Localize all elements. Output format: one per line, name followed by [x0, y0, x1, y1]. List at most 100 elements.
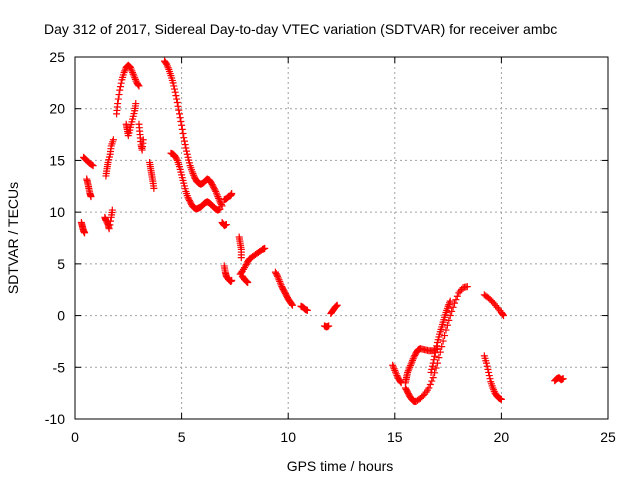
data-point: [139, 136, 147, 144]
data-point: [129, 70, 137, 78]
data-point: [134, 81, 142, 89]
data-point: [497, 395, 505, 403]
y-tick-label: 15: [49, 152, 65, 168]
data-point: [431, 349, 439, 357]
data-point: [174, 102, 182, 110]
axis-tick-labels: 0 5 10 15 20 25 -10 -5 0 5 10 15 20 25: [45, 49, 616, 445]
data-point: [217, 201, 225, 209]
segment-s11: [167, 149, 224, 214]
data-point: [274, 274, 282, 282]
data-point: [407, 360, 415, 368]
segment-s8: [135, 120, 147, 154]
data-point: [444, 302, 452, 310]
data-point: [181, 141, 189, 149]
data-point: [404, 368, 412, 376]
data-point: [130, 72, 138, 80]
data-point: [490, 386, 498, 394]
segment-s6: [113, 61, 143, 118]
data-point: [439, 337, 447, 345]
data-point: [114, 100, 122, 108]
data-point: [446, 297, 454, 305]
x-tick-label: 10: [280, 429, 296, 445]
data-point: [433, 342, 441, 350]
segment-s14: [220, 262, 236, 285]
data-point: [150, 184, 158, 192]
data-point: [485, 372, 493, 380]
data-point: [332, 303, 340, 311]
data-point: [428, 377, 436, 385]
data-point: [432, 345, 440, 353]
data-point: [325, 322, 333, 330]
data-point: [116, 86, 124, 94]
x-tick-label: 0: [71, 429, 79, 445]
data-point: [449, 303, 457, 311]
data-point: [436, 348, 444, 356]
data-point: [228, 190, 236, 198]
segment-s28: [551, 374, 567, 385]
data-point: [81, 229, 89, 237]
x-tick-label: 5: [178, 429, 186, 445]
data-point: [500, 312, 508, 320]
data-point: [428, 362, 436, 370]
data-point: [105, 225, 113, 233]
data-point: [274, 272, 282, 280]
data-point: [288, 301, 296, 309]
data-point: [169, 79, 177, 87]
data-point: [126, 63, 134, 71]
segment-s15: [235, 233, 245, 262]
data-point: [183, 147, 191, 155]
data-point: [499, 311, 507, 319]
segment-s18: [271, 268, 296, 309]
data-point: [405, 365, 413, 373]
data-point: [129, 69, 137, 77]
data-point: [189, 170, 197, 178]
data-point: [443, 321, 451, 329]
data-point: [175, 110, 183, 118]
data-point: [212, 189, 220, 197]
data-point: [131, 74, 139, 82]
data-point: [427, 368, 435, 376]
chart-title: Day 312 of 2017, Sidereal Day-to-day VTE…: [44, 21, 557, 37]
data-point: [288, 300, 296, 308]
data-point: [173, 99, 181, 107]
data-point: [108, 206, 116, 214]
data-point: [213, 191, 221, 199]
y-tick-label: 10: [49, 204, 65, 220]
x-tick-label: 15: [387, 429, 403, 445]
data-point: [333, 301, 341, 309]
data-point: [392, 370, 400, 378]
data-point: [170, 82, 178, 90]
data-point: [404, 367, 412, 375]
data-point: [435, 354, 443, 362]
y-tick-label: -10: [45, 411, 65, 427]
grid-lines: [75, 57, 608, 419]
data-point: [183, 150, 191, 158]
data-point: [446, 312, 454, 320]
data-point: [106, 221, 114, 229]
data-point: [214, 193, 222, 201]
data-point: [261, 244, 269, 252]
data-point: [426, 381, 434, 389]
data-point: [179, 130, 187, 138]
data-point: [88, 161, 96, 169]
data-point: [483, 362, 491, 370]
data-point: [182, 144, 190, 152]
plot-frame: [74, 56, 609, 420]
segment-s25: [427, 297, 454, 376]
data-point: [445, 301, 453, 309]
data-point: [212, 187, 220, 195]
data-point: [333, 302, 341, 310]
data-point: [446, 299, 454, 307]
data-points: [77, 57, 567, 405]
data-point: [442, 326, 450, 334]
data-point: [486, 375, 494, 383]
data-point: [117, 79, 125, 87]
segment-s1: [77, 218, 89, 237]
segment-s13: [218, 218, 230, 230]
data-point: [115, 91, 123, 99]
data-point: [390, 365, 398, 373]
data-point: [391, 366, 399, 374]
y-tick-label: 20: [49, 101, 65, 117]
data-point: [430, 356, 438, 364]
segment-s24: [401, 283, 471, 405]
